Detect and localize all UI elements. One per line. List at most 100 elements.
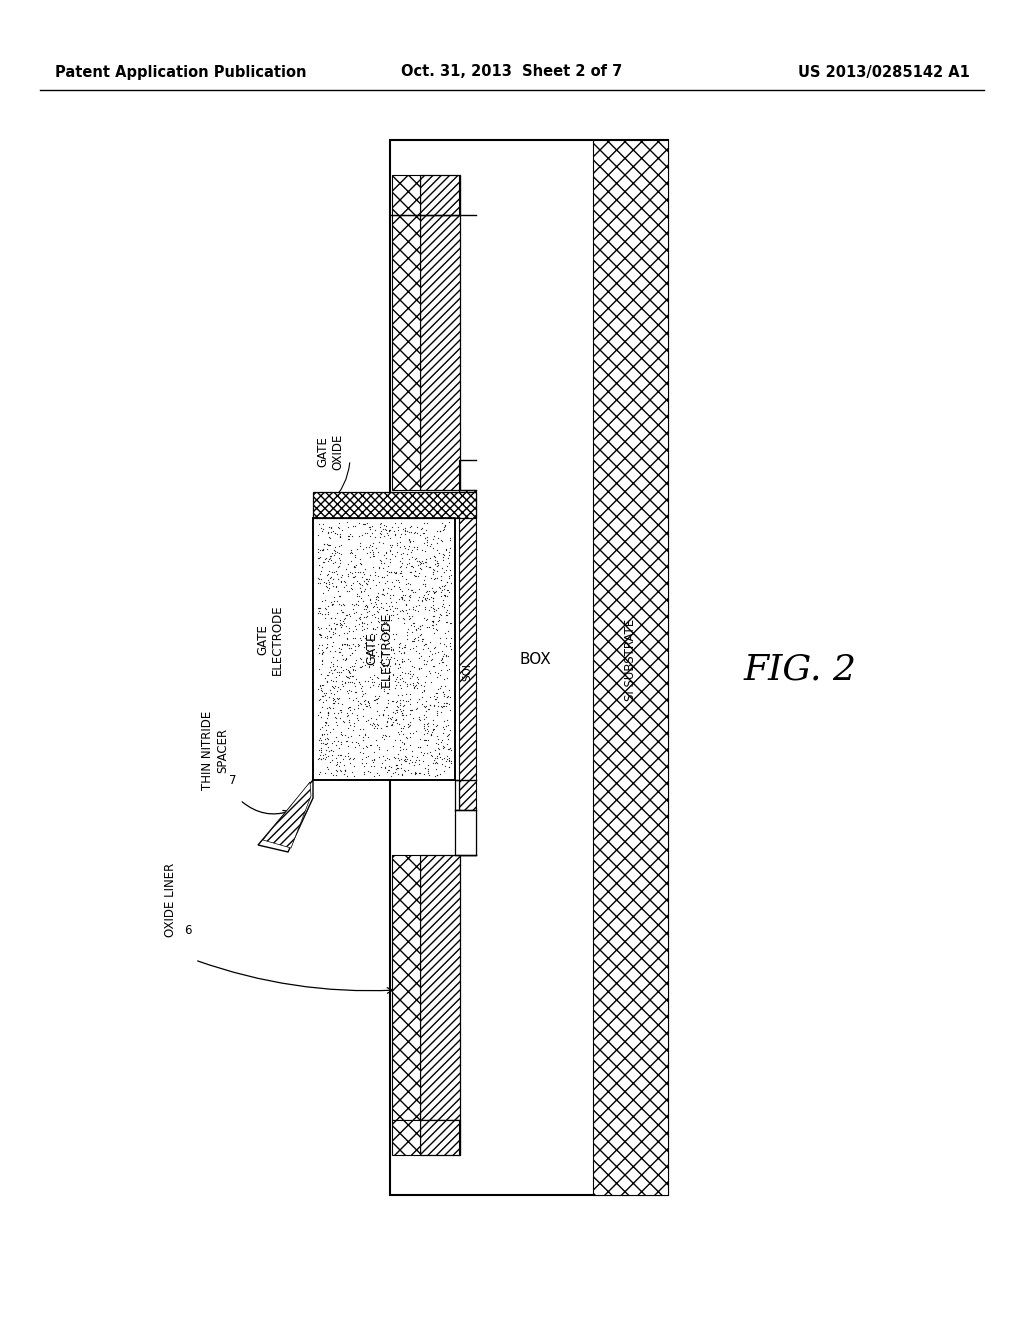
- Point: [370, 583, 386, 605]
- Point: [362, 708, 379, 729]
- Point: [339, 605, 355, 626]
- Point: [337, 649, 353, 671]
- Point: [378, 561, 394, 582]
- Point: [420, 763, 436, 784]
- Point: [374, 726, 390, 747]
- Point: [354, 748, 371, 770]
- Point: [399, 628, 416, 649]
- Text: SOI: SOI: [462, 663, 472, 681]
- Point: [375, 583, 391, 605]
- Point: [392, 544, 409, 565]
- Point: [312, 564, 329, 585]
- Point: [362, 535, 379, 556]
- Point: [340, 525, 356, 546]
- Point: [442, 739, 459, 760]
- Point: [408, 640, 424, 661]
- Point: [419, 714, 435, 735]
- Text: Patent Application Publication: Patent Application Publication: [55, 65, 306, 79]
- Point: [318, 636, 335, 657]
- Point: [375, 704, 391, 725]
- Point: [439, 709, 456, 730]
- Point: [330, 731, 346, 752]
- Point: [420, 755, 436, 776]
- Point: [371, 737, 387, 758]
- Point: [341, 711, 357, 733]
- Point: [414, 590, 430, 611]
- Point: [427, 739, 443, 760]
- Point: [400, 585, 417, 606]
- Point: [413, 742, 429, 763]
- Point: [431, 610, 447, 631]
- Point: [327, 640, 343, 661]
- Point: [438, 715, 455, 737]
- Point: [312, 517, 329, 539]
- Point: [389, 667, 406, 688]
- Point: [423, 568, 439, 589]
- Point: [418, 634, 434, 655]
- Point: [344, 594, 360, 615]
- Point: [378, 715, 394, 737]
- Point: [328, 667, 344, 688]
- Point: [355, 729, 372, 750]
- Point: [326, 561, 342, 582]
- Point: [414, 681, 430, 702]
- Point: [409, 677, 425, 698]
- Point: [422, 686, 438, 708]
- Point: [381, 520, 397, 541]
- Point: [441, 700, 458, 721]
- Point: [382, 661, 398, 682]
- Point: [416, 680, 432, 701]
- Point: [402, 664, 419, 685]
- Point: [420, 638, 436, 659]
- Point: [401, 700, 418, 721]
- Point: [396, 535, 413, 556]
- Point: [425, 610, 441, 631]
- Point: [384, 535, 400, 556]
- Point: [319, 702, 336, 723]
- Point: [325, 569, 341, 590]
- Point: [429, 520, 445, 541]
- Point: [416, 713, 432, 734]
- Point: [309, 704, 326, 725]
- Point: [440, 751, 457, 772]
- Point: [346, 681, 362, 702]
- Point: [341, 581, 357, 602]
- Bar: [392, 215, 420, 490]
- Point: [328, 726, 344, 747]
- Point: [419, 587, 435, 609]
- Point: [422, 663, 438, 684]
- Point: [343, 543, 359, 564]
- Point: [332, 638, 348, 659]
- Point: [377, 519, 393, 540]
- Point: [355, 756, 372, 777]
- Point: [337, 572, 353, 593]
- Point: [442, 750, 459, 771]
- Point: [384, 714, 400, 735]
- Point: [325, 692, 341, 713]
- Point: [348, 708, 365, 729]
- Point: [325, 623, 341, 644]
- Point: [427, 546, 443, 568]
- Point: [411, 586, 427, 607]
- Point: [381, 669, 397, 690]
- Point: [352, 675, 369, 696]
- Point: [421, 645, 437, 667]
- Point: [429, 725, 445, 746]
- Point: [356, 725, 373, 746]
- Point: [375, 598, 391, 619]
- Point: [375, 557, 391, 578]
- Bar: [593, 140, 668, 1195]
- Point: [316, 744, 333, 766]
- Point: [373, 718, 389, 739]
- Point: [372, 656, 388, 677]
- Point: [411, 689, 427, 710]
- Point: [351, 574, 368, 595]
- Point: [362, 697, 379, 718]
- Point: [402, 532, 419, 553]
- Point: [331, 535, 347, 556]
- Point: [344, 579, 360, 601]
- Point: [370, 586, 386, 607]
- Point: [323, 618, 339, 639]
- Point: [426, 752, 442, 774]
- Point: [347, 615, 364, 636]
